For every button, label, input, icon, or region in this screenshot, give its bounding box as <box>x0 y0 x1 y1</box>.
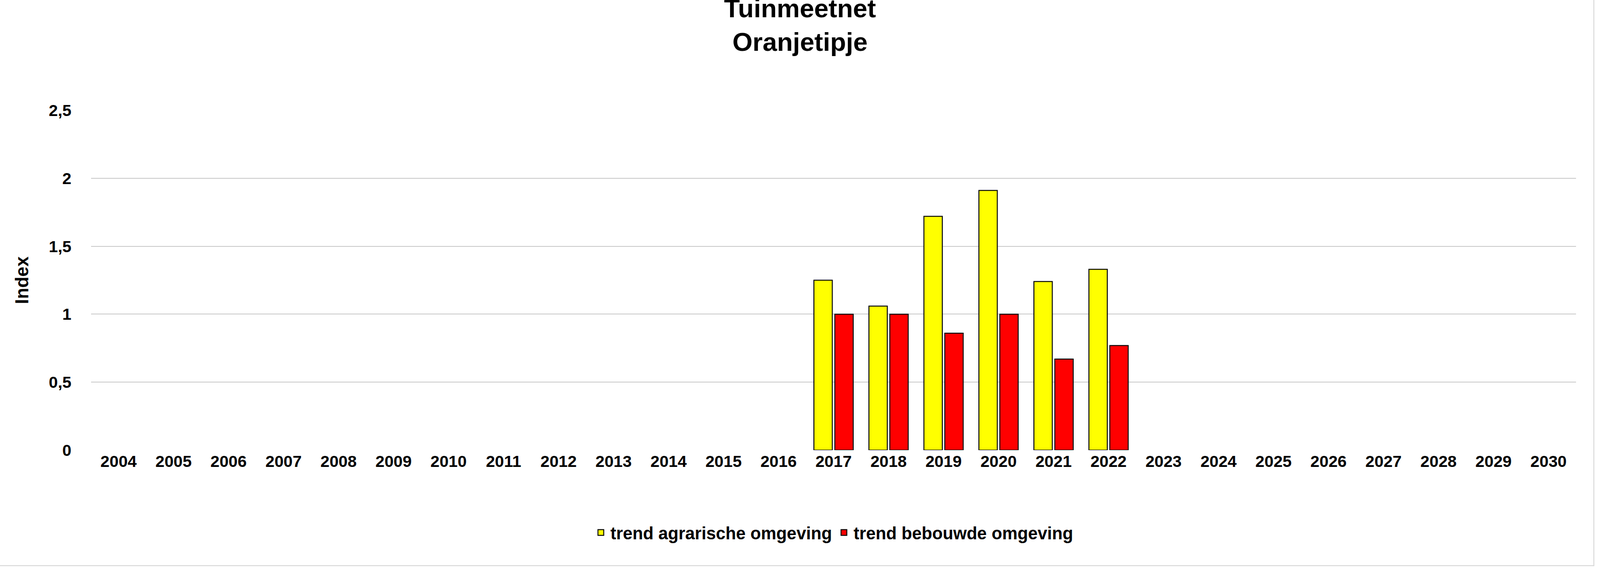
svg-text:2013: 2013 <box>595 452 632 471</box>
svg-text:2028: 2028 <box>1420 452 1457 471</box>
svg-text:2006: 2006 <box>210 452 247 471</box>
svg-text:2,5: 2,5 <box>48 101 72 120</box>
svg-text:2020: 2020 <box>980 452 1017 471</box>
svg-text:2009: 2009 <box>375 452 412 471</box>
svg-text:2017: 2017 <box>815 452 852 471</box>
svg-text:2005: 2005 <box>155 452 192 471</box>
svg-text:2025: 2025 <box>1255 452 1292 471</box>
svg-text:2018: 2018 <box>870 452 907 471</box>
svg-text:2012: 2012 <box>540 452 577 471</box>
svg-text:2008: 2008 <box>320 452 358 471</box>
svg-text:2: 2 <box>62 169 72 188</box>
svg-text:2021: 2021 <box>1035 452 1072 471</box>
svg-text:2007: 2007 <box>265 452 302 471</box>
svg-text:2016: 2016 <box>760 452 797 471</box>
svg-text:Index: Index <box>11 256 33 304</box>
svg-text:2027: 2027 <box>1365 452 1403 471</box>
svg-text:2026: 2026 <box>1310 452 1347 471</box>
svg-text:2014: 2014 <box>650 452 687 471</box>
svg-text:2010: 2010 <box>430 452 467 471</box>
svg-text:2029: 2029 <box>1475 452 1512 471</box>
svg-text:2019: 2019 <box>925 452 963 471</box>
svg-text:1,5: 1,5 <box>48 236 72 256</box>
svg-text:2004: 2004 <box>100 452 138 471</box>
svg-text:2024: 2024 <box>1200 452 1237 471</box>
svg-text:trend bebouwde omgeving: trend bebouwde omgeving <box>853 523 1074 544</box>
svg-text:TuinmeetnetOranjetipje: TuinmeetnetOranjetipje <box>723 0 876 57</box>
svg-text:2011: 2011 <box>486 452 522 471</box>
svg-text:2022: 2022 <box>1090 452 1127 471</box>
svg-text:2030: 2030 <box>1530 452 1567 471</box>
svg-text:trend agrarische omgeving: trend agrarische omgeving <box>610 523 833 544</box>
svg-text:2015: 2015 <box>705 452 743 471</box>
svg-text:0,5: 0,5 <box>48 372 72 392</box>
svg-text:1: 1 <box>62 304 72 324</box>
svg-text:2023: 2023 <box>1145 452 1183 471</box>
svg-text:0: 0 <box>62 440 72 460</box>
